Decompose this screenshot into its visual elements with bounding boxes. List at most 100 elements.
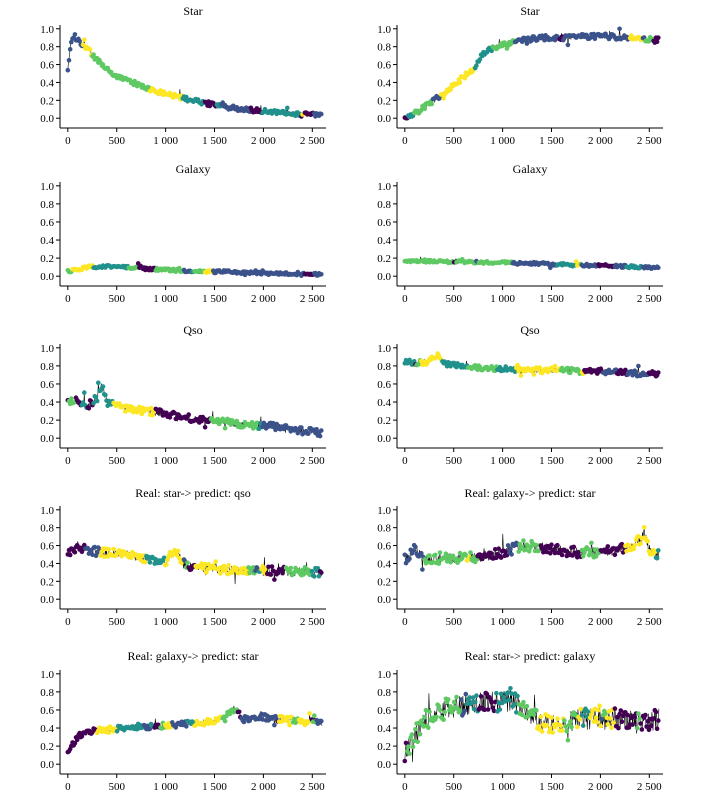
data-point [521,538,526,543]
data-point [285,714,290,720]
x-tick-label: 2 500 [637,455,662,467]
y-tick-label: 0.2 [377,415,391,427]
data-point [410,744,416,750]
x-tick-label: 1 000 [153,616,178,628]
data-point [474,63,479,68]
y-tick-label: 0.8 [40,523,54,535]
data-point [509,552,514,557]
data-point [437,707,443,713]
data-point [166,721,171,726]
data-point [410,548,416,554]
data-point [457,550,463,556]
data-point [164,562,169,567]
data-point [565,42,571,48]
data-point [589,712,594,717]
data-point [272,577,277,582]
x-tick-label: 1 500 [202,293,227,305]
x-tick-label: 2 500 [300,781,325,793]
attribution-markers [65,380,324,439]
x-tick-label: 1 000 [153,135,178,147]
data-point [92,544,98,550]
data-point [448,87,453,93]
x-tick-label: 1 000 [153,781,178,793]
data-point [254,420,260,426]
data-point [319,428,324,433]
data-point [94,398,100,404]
y-tick-label: 0.4 [377,558,391,570]
data-point [437,550,443,555]
data-point [280,714,285,719]
data-point [415,739,421,745]
y-tick-label: 0.8 [377,687,391,699]
data-point [518,373,524,378]
data-point [430,559,436,565]
data-point [559,552,565,558]
data-point [585,709,591,714]
data-point [591,719,597,724]
subplot-title: Qso [183,323,202,337]
data-point [317,433,323,439]
x-tick-label: 1 500 [539,135,564,147]
x-tick-label: 1 500 [539,616,564,628]
data-point [94,550,100,555]
data-point [550,730,555,735]
data-point [546,729,552,735]
data-point [184,94,189,100]
data-point [161,555,167,561]
data-point [167,415,173,420]
data-point [482,707,487,713]
x-tick-label: 2 000 [251,616,276,628]
y-tick-label: 0.0 [40,433,54,445]
data-point [503,549,509,554]
x-tick-label: 1 000 [153,293,178,305]
y-tick-label: 0.2 [40,95,54,107]
x-tick-label: 2 000 [251,135,276,147]
data-point [512,369,518,375]
data-point [105,403,110,409]
data-point [614,714,620,720]
subplot-title: Star [520,4,539,18]
data-point [407,556,412,562]
x-tick-label: 0 [402,781,408,793]
data-point [288,565,294,571]
data-point [402,552,408,558]
data-point [426,725,431,730]
data-point [501,695,506,700]
data-point [582,550,587,555]
y-tick-label: 0.2 [377,95,391,107]
data-point [491,708,497,714]
y-tick-label: 1.0 [40,181,54,193]
data-point [617,26,622,32]
data-point [467,695,472,700]
data-point [306,567,311,573]
data-point [316,573,322,579]
data-point [654,555,660,561]
subplot-6: Qso 0.0 0.2 0.4 0.6 0.8 1.0 0 500 1 000 1 500 2 000… [377,323,663,467]
data-point [492,547,498,552]
data-point [630,722,635,727]
data-point [209,416,215,421]
y-tick-label: 0.2 [377,253,391,265]
data-point [185,560,190,566]
x-tick-label: 0 [402,293,408,305]
data-point [74,737,80,743]
data-point [509,691,514,696]
data-point [515,693,520,699]
attribution-markers [402,257,661,272]
data-point [444,363,450,369]
y-tick-label: 0.0 [40,271,54,283]
data-point [505,690,511,695]
data-point [563,724,568,729]
data-point [441,717,446,722]
data-point [234,566,240,571]
data-point [519,39,525,44]
data-point [153,557,159,562]
subplot-title: Galaxy [176,162,211,176]
subplot-title: Real: star-> predict: qso [135,486,251,500]
data-point [419,107,424,113]
data-point [646,727,652,733]
y-tick-label: 0.0 [40,594,54,606]
data-point [652,550,658,555]
subplot-title: Galaxy [513,162,548,176]
data-point [177,555,182,561]
